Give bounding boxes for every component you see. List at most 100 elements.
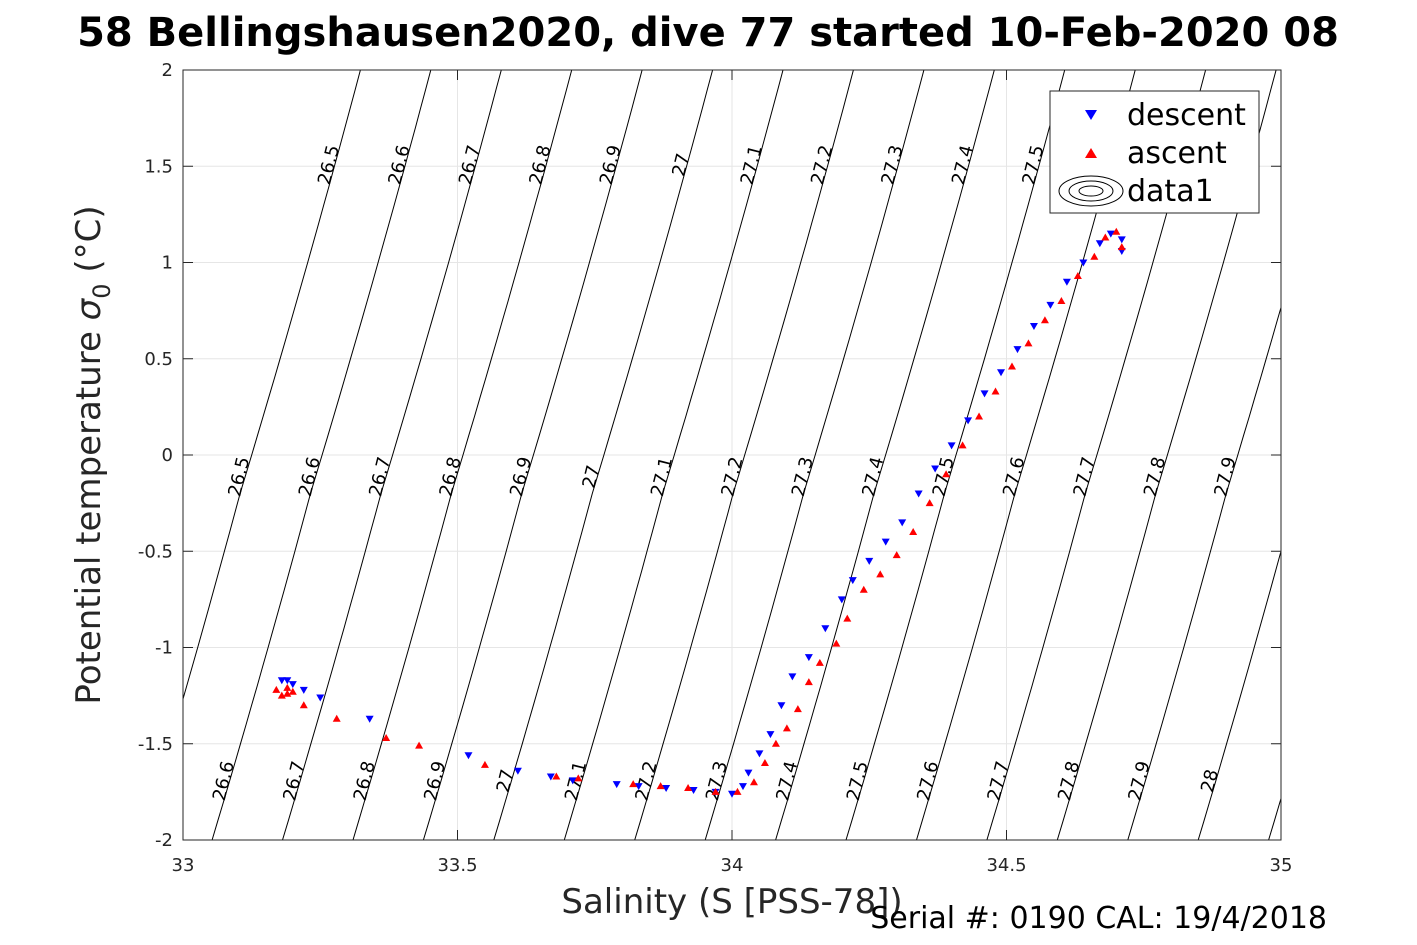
y-tick-label: 1: [162, 253, 173, 274]
ascent-point: [892, 551, 901, 559]
legend-contour-icon: [1058, 175, 1124, 207]
isopycnal-line: [183, 70, 361, 701]
ascent-point: [782, 724, 791, 732]
descent-point: [1029, 323, 1038, 331]
ascent-point: [288, 687, 297, 695]
descent-point: [634, 783, 643, 791]
ascent-point: [991, 387, 1000, 395]
ascent-point: [684, 784, 693, 792]
isopycnal-line: [845, 70, 1066, 840]
descent-point: [881, 538, 890, 546]
ascent-point: [958, 441, 967, 449]
ascent-point: [832, 639, 841, 647]
ascent-point: [272, 685, 281, 693]
isopycnal-line: [1127, 305, 1281, 840]
isopycnal-line: [493, 70, 714, 840]
ascent-point: [1073, 271, 1082, 279]
legend-data1-label: data1: [1127, 174, 1214, 209]
descent-point: [464, 752, 473, 760]
descent-point: [689, 786, 698, 794]
ascent-point: [749, 778, 758, 786]
descent-point: [612, 781, 621, 789]
legend-descent-label: descent: [1127, 98, 1246, 133]
descent-point: [964, 417, 973, 425]
ascent-point: [909, 528, 918, 535]
isopycnal-line: [211, 70, 432, 840]
descent-point: [914, 490, 923, 498]
ascent-point: [1024, 339, 1033, 347]
legend-descent-marker: [1085, 110, 1097, 120]
ascent-point: [382, 733, 391, 741]
y-tick-label: -2: [155, 830, 173, 851]
descent-point: [821, 625, 830, 633]
ascent-point: [1112, 227, 1121, 235]
y-tick-label: 1.5: [144, 156, 173, 177]
x-tick-label: 35: [1270, 855, 1293, 876]
descent-point: [277, 677, 286, 685]
descent-point: [288, 681, 297, 689]
x-axis-label: Salinity (S [PSS-78]): [561, 882, 902, 922]
ascent-point: [415, 741, 424, 749]
y-tick-label: -1: [155, 638, 173, 659]
y-axis-label-unit: (°C): [69, 205, 109, 283]
y-axis-label-sigma: σ: [69, 297, 109, 320]
descent-point: [898, 519, 907, 527]
descent-point: [837, 596, 846, 604]
descent-point: [316, 694, 325, 702]
ascent-point: [1057, 297, 1066, 304]
descent-point: [299, 686, 308, 694]
y-tick-label: 0: [162, 445, 173, 466]
ascent-point: [1101, 233, 1110, 241]
descent-point: [546, 773, 555, 781]
ascent-point: [1117, 243, 1126, 251]
axis-ticks: 33 33.5 34 34.5 35 -2 -1.5 -1 -0.5 0 0.5 1 1.5 2: [138, 60, 1293, 876]
ascent-point: [925, 499, 934, 507]
isopycnal-line: [704, 70, 925, 840]
descent-point: [1106, 230, 1115, 238]
ascent-point: [942, 470, 951, 478]
ascent-point: [299, 701, 308, 709]
descent-point: [1117, 236, 1126, 244]
y-axis-label-main: Potential temperature: [69, 320, 109, 704]
ascent-point: [1090, 252, 1099, 260]
ascent-point: [332, 714, 341, 722]
legend-box: [1049, 90, 1260, 214]
ascent-point: [552, 772, 561, 780]
y-tick-label: 2: [162, 60, 173, 81]
y-tick-label: -1.5: [138, 734, 173, 755]
descent-point: [738, 783, 747, 791]
descent-point: [1046, 301, 1055, 309]
isopycnal-line: [422, 70, 643, 840]
ascent-point: [574, 774, 583, 782]
descent-point: [755, 750, 764, 758]
legend-ascent-label: ascent: [1127, 136, 1227, 171]
legend: descent ascent data1: [1049, 90, 1260, 214]
ascent-point: [283, 689, 292, 697]
descent-point: [777, 702, 786, 710]
isopycnal-line: [634, 70, 854, 840]
ascent-point: [656, 782, 665, 790]
ascent-point: [1007, 362, 1016, 370]
descent-point: [1062, 278, 1071, 286]
chart-title: 58 Bellingshausen2020, dive 77 started 1…: [77, 10, 1339, 56]
ascent-point: [815, 658, 824, 666]
ascent-point: [975, 412, 984, 420]
descent-point: [662, 785, 671, 793]
descent-point: [766, 731, 775, 739]
ascent-point: [277, 691, 286, 699]
descent-point: [744, 769, 753, 777]
isopycnal-line: [1197, 549, 1281, 840]
descent-point: [848, 577, 857, 585]
x-tick-label: 34.5: [986, 855, 1026, 876]
isopycnal-line: [775, 70, 995, 840]
descent-point: [1095, 240, 1104, 248]
descent-point: [865, 557, 874, 565]
descent-point: [568, 777, 577, 785]
descent-point: [365, 715, 374, 723]
ascent-point: [793, 705, 802, 713]
data-series: [272, 227, 1126, 798]
descent-point: [1013, 346, 1022, 354]
x-tick-label: 33: [172, 855, 195, 876]
ascent-point: [283, 683, 292, 691]
